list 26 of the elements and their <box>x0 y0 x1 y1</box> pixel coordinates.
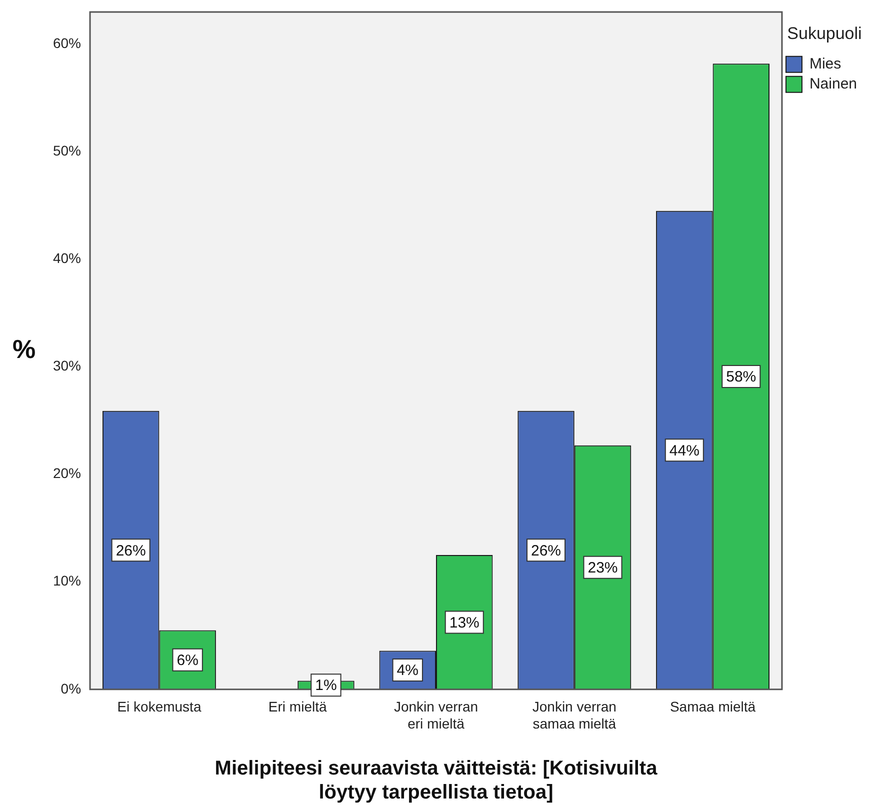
y-axis-title: % <box>12 334 36 364</box>
legend-label: Nainen <box>809 76 858 93</box>
y-tick-label: 50% <box>52 142 82 159</box>
data-label: 1% <box>315 677 337 694</box>
x-tick-label: Samaa mieltä <box>670 698 756 715</box>
x-tick-label: Ei kokemusta <box>117 698 202 715</box>
legend-label: Mies <box>809 56 842 73</box>
data-label: 4% <box>396 662 418 680</box>
x-tick-label: Eri mieltä <box>268 698 327 715</box>
data-label: 6% <box>176 652 198 669</box>
y-tick-label: 20% <box>52 465 82 482</box>
data-label: 26% <box>530 542 562 560</box>
y-tick-label: 0% <box>60 680 82 696</box>
y-tick-label: 10% <box>52 572 82 589</box>
x-axis-title: Mielipiteesi seuraavista väitteistä: [Kotisivuilta löytyy tarpeellista tietoa] <box>214 758 658 804</box>
y-tick-label: 60% <box>52 35 82 52</box>
data-label: 26% <box>116 542 146 560</box>
data-label: 23% <box>588 560 618 576</box>
y-tick-label: 40% <box>52 250 82 266</box>
x-tick-label: Jonkin verran samaa mieltä <box>532 698 616 732</box>
y-tick-label: 30% <box>52 358 82 374</box>
data-label: 44% <box>669 442 700 460</box>
data-label: 13% <box>449 614 480 632</box>
data-label: 58% <box>726 368 756 386</box>
x-tick-label: Jonkin verran eri mieltä <box>394 698 478 732</box>
legend-title: Sukupuoli <box>787 24 862 44</box>
